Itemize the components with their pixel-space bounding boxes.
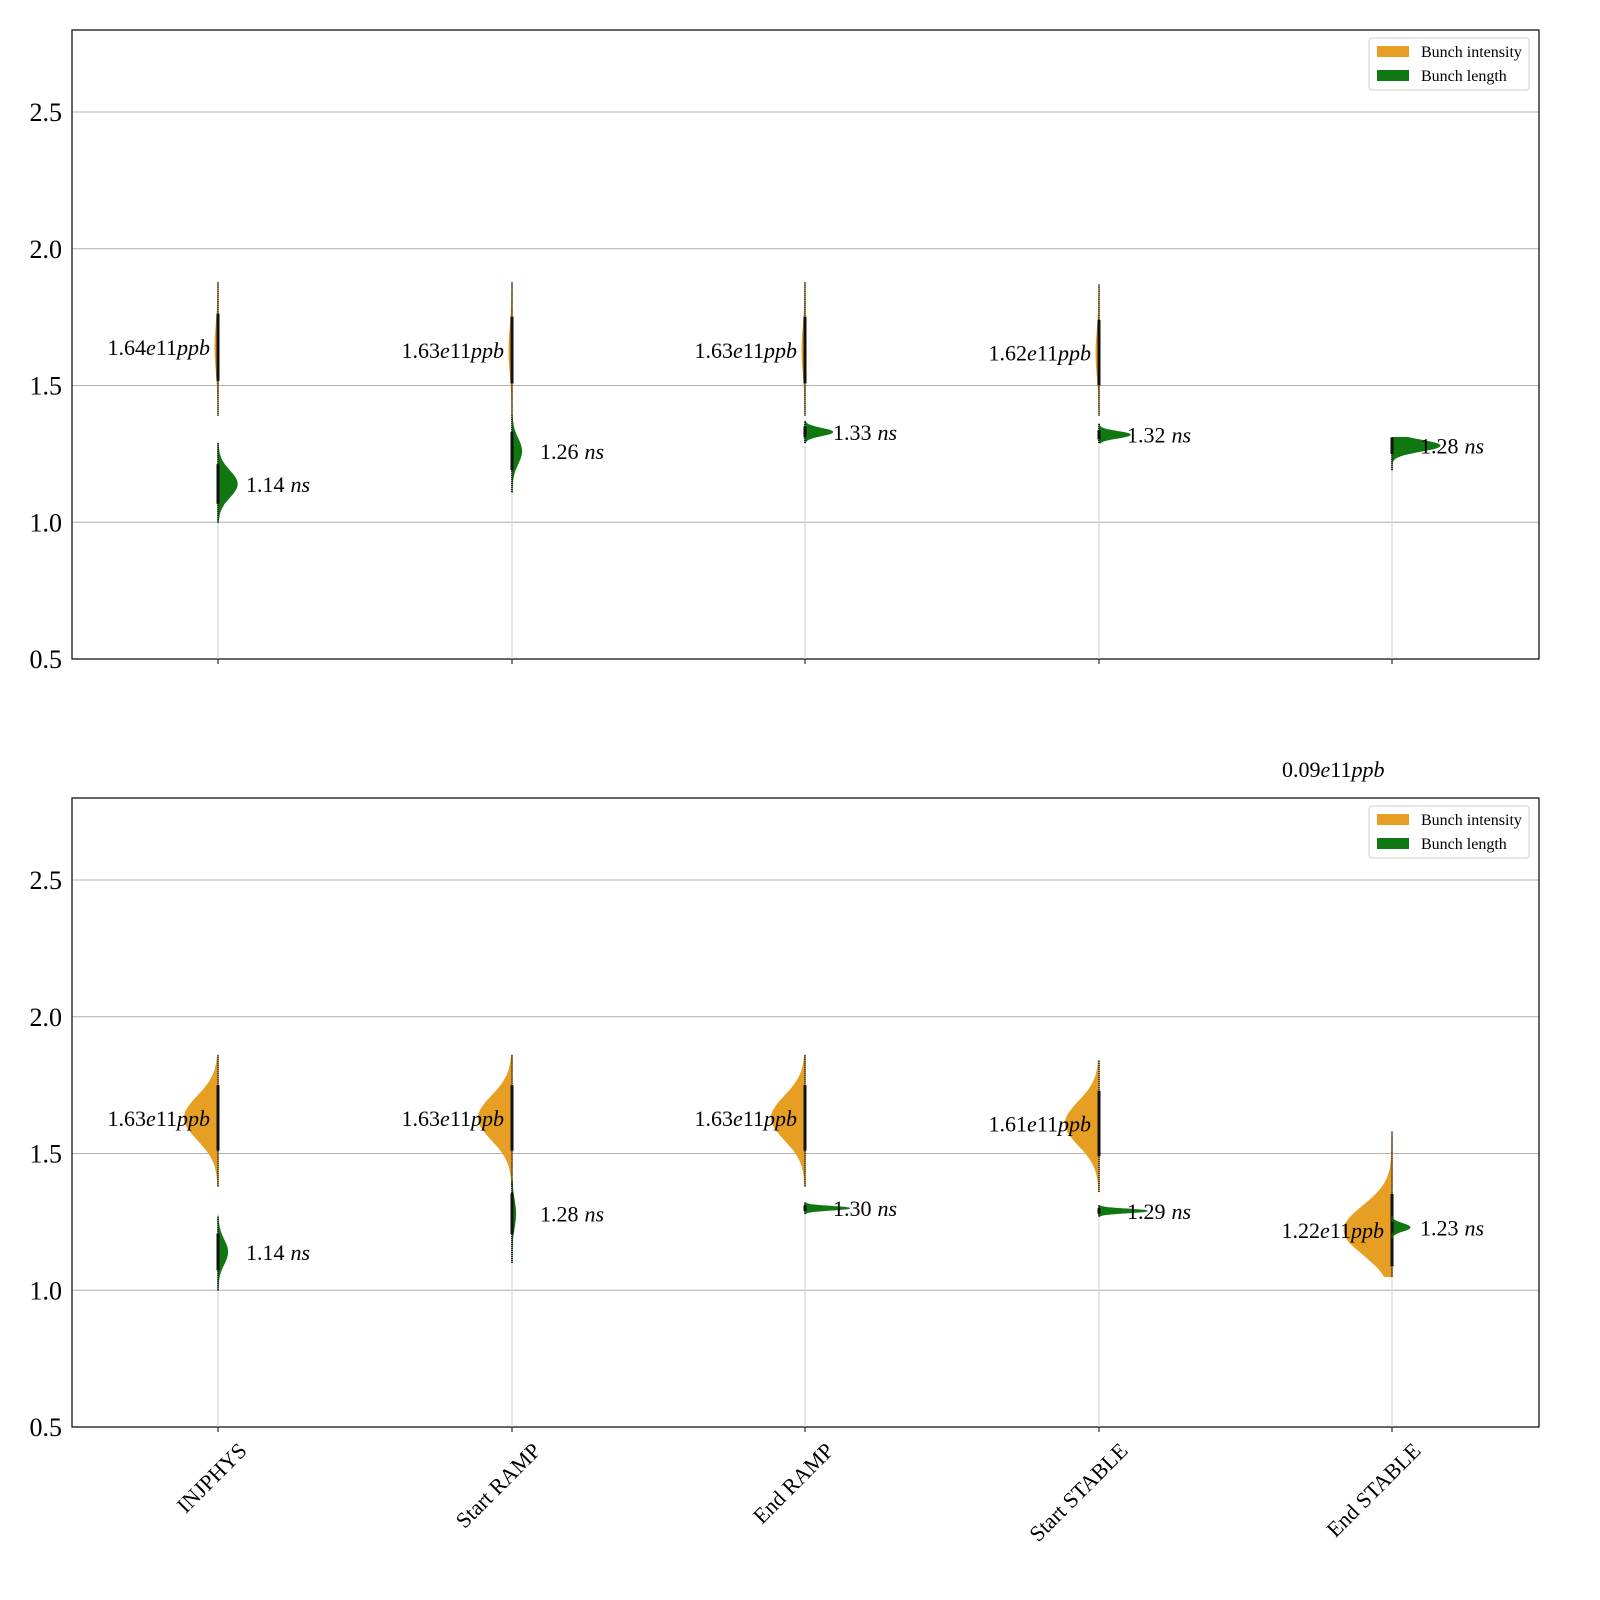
bunch-length-label: 1.26 ns (540, 439, 604, 464)
y-tick-label: 2.5 (30, 866, 63, 895)
violin-bunch-length-start-stable (1098, 1204, 1149, 1217)
free-annotation: 0.09e11ppb (1282, 757, 1384, 782)
bunch-length-label: 1.14 ns (246, 1240, 310, 1265)
violin-bunch-intensity-start-stable (1064, 1059, 1100, 1193)
bunch-length-label: 1.30 ns (833, 1196, 897, 1221)
bunch-length-label: 1.29 ns (1127, 1199, 1191, 1224)
bunch-intensity-label: 1.61e11ppb (989, 1111, 1091, 1136)
bunch-intensity-label: 1.62e11ppb (989, 341, 1091, 366)
violin-bunch-length-start-ramp (511, 415, 523, 493)
legend-swatch-bunch-length (1377, 70, 1409, 81)
legend-swatch-bunch-intensity (1377, 814, 1409, 825)
legend-label-bunch-intensity: Bunch intensity (1421, 812, 1522, 829)
bunch-length-label: 1.14 ns (246, 472, 310, 497)
violin-bunch-length-end-ramp (804, 1202, 851, 1215)
y-tick-label: 1.0 (30, 1276, 63, 1305)
violin-bunch-length-end-ramp (804, 420, 834, 444)
bunch-length-label: 1.28 ns (540, 1202, 604, 1227)
violin-bunch-length-end-stable (1391, 1215, 1411, 1239)
x-tick-label: INJPHYS (172, 1438, 252, 1518)
bunch-intensity-label: 1.64e11ppb (108, 335, 210, 360)
bunch-intensity-label: 1.63e11ppb (695, 1106, 797, 1131)
x-tick-label: Start RAMP (450, 1438, 545, 1533)
legend-swatch-bunch-intensity (1377, 46, 1409, 57)
legend-swatch-bunch-length (1377, 838, 1409, 849)
x-tick-label: End STABLE (1321, 1438, 1425, 1542)
y-tick-label: 1.5 (30, 372, 63, 401)
bottom-violin-chart: 0.5 1.0 1.5 2.0 2.5 INJPHYS Start RAMP End RAMP… (30, 797, 1540, 1546)
y-tick-label: 2.0 (30, 1003, 63, 1032)
bunch-length-label: 1.23 ns (1420, 1215, 1484, 1240)
bunch-intensity-label: 1.22e11ppb (1282, 1218, 1384, 1243)
legend-label-bunch-length: Bunch length (1421, 68, 1507, 85)
legend-label-bunch-length: Bunch length (1421, 836, 1507, 853)
violin-bunch-length-start-stable (1098, 423, 1131, 444)
bunch-intensity-label: 1.63e11ppb (695, 338, 797, 363)
violin-bunch-length-injphys (217, 442, 238, 523)
violin-bunch-length-injphys (217, 1215, 229, 1292)
legend-label-bunch-intensity: Bunch intensity (1421, 44, 1522, 61)
violin-bunch-intensity-end-ramp (770, 1054, 806, 1187)
bunch-intensity-label: 1.63e11ppb (108, 1106, 210, 1131)
y-tick-label: 2.5 (30, 98, 63, 127)
y-tick-label: 0.5 (30, 645, 63, 674)
x-tick-label: End RAMP (748, 1438, 839, 1529)
bunch-intensity-label: 1.63e11ppb (402, 338, 504, 363)
y-tick-label: 1.0 (30, 508, 63, 537)
violin-bunch-length-end-stable (1391, 436, 1441, 471)
y-tick-label: 0.5 (30, 1413, 63, 1442)
bunch-length-label: 1.32 ns (1127, 423, 1191, 448)
bunch-length-label: 1.33 ns (833, 420, 897, 445)
y-tick-label: 2.0 (30, 235, 63, 264)
top-violin-chart: 0.5 1.0 1.5 2.0 2.5 1.64e11ppb 1.63e11ppb 1.63e… (30, 29, 1540, 782)
x-tick-label: Start STABLE (1024, 1438, 1132, 1546)
bunch-length-label: 1.28 ns (1420, 434, 1484, 459)
violin-bunch-intensity-injphys (183, 1054, 219, 1187)
y-tick-label: 1.5 (30, 1140, 63, 1169)
bunch-intensity-label: 1.63e11ppb (402, 1106, 504, 1131)
violin-bunch-intensity-start-ramp (477, 1054, 513, 1187)
